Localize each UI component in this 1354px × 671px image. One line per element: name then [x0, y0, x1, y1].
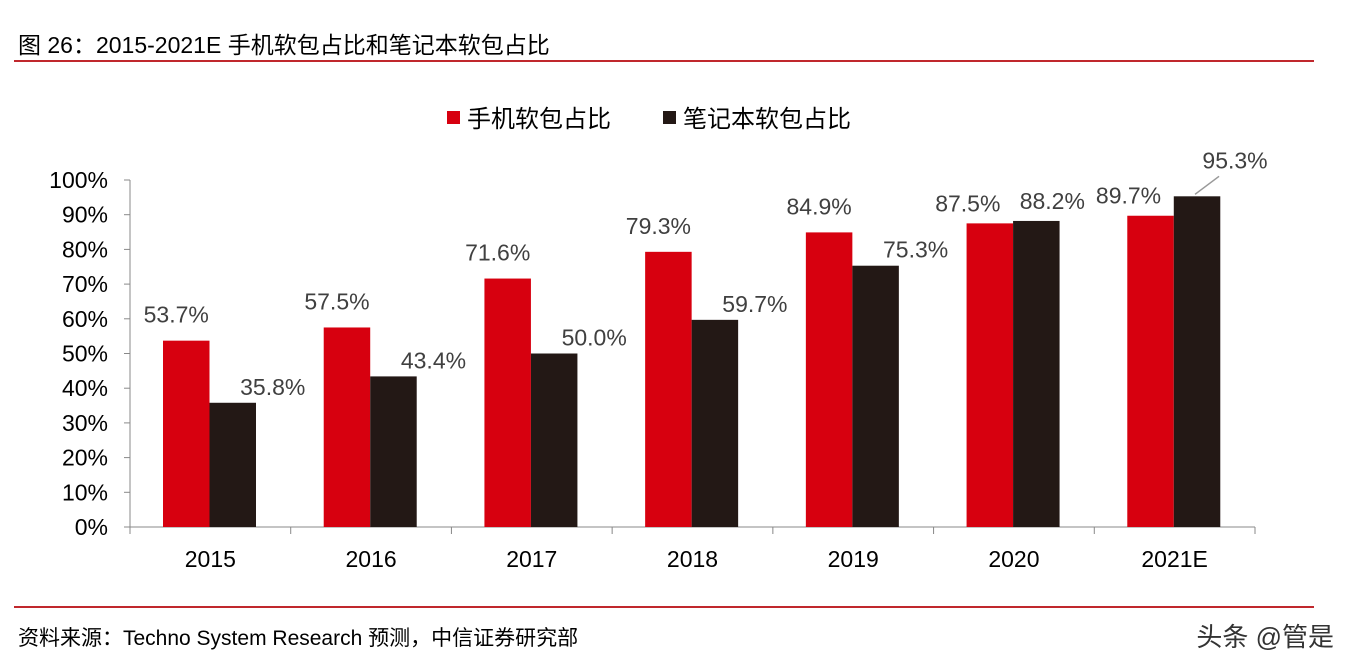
bottom-divider: [14, 606, 1314, 608]
bar-phone: [966, 223, 1014, 527]
data-label: 59.7%: [722, 291, 787, 317]
leader-line: [1194, 175, 1220, 195]
bar-notebook: [209, 402, 256, 527]
y-tick-label: 80%: [62, 236, 108, 262]
data-label: 57.5%: [304, 288, 369, 314]
bar-notebook: [1173, 196, 1221, 527]
legend-swatch: [447, 111, 460, 124]
bar-chart: 0% 10% 20% 30% 40% 50% 60% 70% 80% 90% 100% 2015 201…: [49, 106, 1267, 572]
data-label: 75.3%: [883, 237, 948, 263]
data-label: 95.3%: [1202, 147, 1267, 173]
figure-title: 图 26：2015-2021E 手机软包占比和笔记本软包占比: [18, 32, 550, 58]
data-label: 53.7%: [144, 302, 209, 328]
bar-phone: [645, 251, 692, 528]
x-tick-label: 2020: [988, 546, 1039, 572]
bar-phone: [484, 278, 531, 527]
data-label: 88.2%: [1020, 188, 1085, 214]
data-label: 89.7%: [1096, 183, 1161, 209]
bar-phone: [805, 232, 853, 527]
x-tick-label: 2016: [345, 546, 396, 572]
bar-phone: [163, 340, 210, 527]
bar-notebook: [852, 265, 899, 527]
x-tick-label: 2019: [828, 546, 879, 572]
legend-swatch: [663, 111, 676, 124]
x-tick-label: 2021E: [1141, 546, 1208, 572]
data-label: 43.4%: [401, 347, 466, 373]
bar-notebook: [370, 376, 417, 527]
y-tick-label: 90%: [62, 202, 108, 228]
data-label: 87.5%: [935, 190, 1000, 216]
y-tick-label: 20%: [62, 445, 108, 471]
bar-notebook: [691, 319, 739, 527]
y-tick-label: 40%: [62, 375, 108, 401]
source-note: 资料来源：Techno System Research 预测，中信证券研究部: [18, 627, 579, 650]
bar-notebook: [1013, 220, 1060, 528]
y-tick-label: 10%: [62, 479, 108, 505]
data-label: 84.9%: [786, 193, 851, 219]
data-label: 35.8%: [240, 374, 305, 400]
y-tick-label: 30%: [62, 410, 108, 436]
legend-label: 笔记本软包占比: [683, 106, 851, 133]
data-label: 50.0%: [562, 325, 627, 351]
y-tick-label: 100%: [49, 167, 108, 193]
bar-phone: [323, 327, 371, 527]
data-label: 79.3%: [626, 213, 691, 239]
watermark: 头条 @管是: [1196, 622, 1334, 652]
top-divider: [14, 60, 1314, 62]
bar-notebook: [530, 353, 578, 527]
x-tick-label: 2017: [506, 546, 557, 572]
y-tick-label: 0%: [75, 514, 108, 540]
y-tick-label: 50%: [62, 341, 108, 367]
data-label: 71.6%: [465, 240, 530, 266]
x-tick-label: 2015: [185, 546, 236, 572]
x-tick-label: 2018: [667, 546, 718, 572]
y-tick-label: 60%: [62, 306, 108, 332]
legend-label: 手机软包占比: [467, 106, 611, 133]
bar-phone: [1127, 215, 1174, 527]
y-tick-label: 70%: [62, 271, 108, 297]
